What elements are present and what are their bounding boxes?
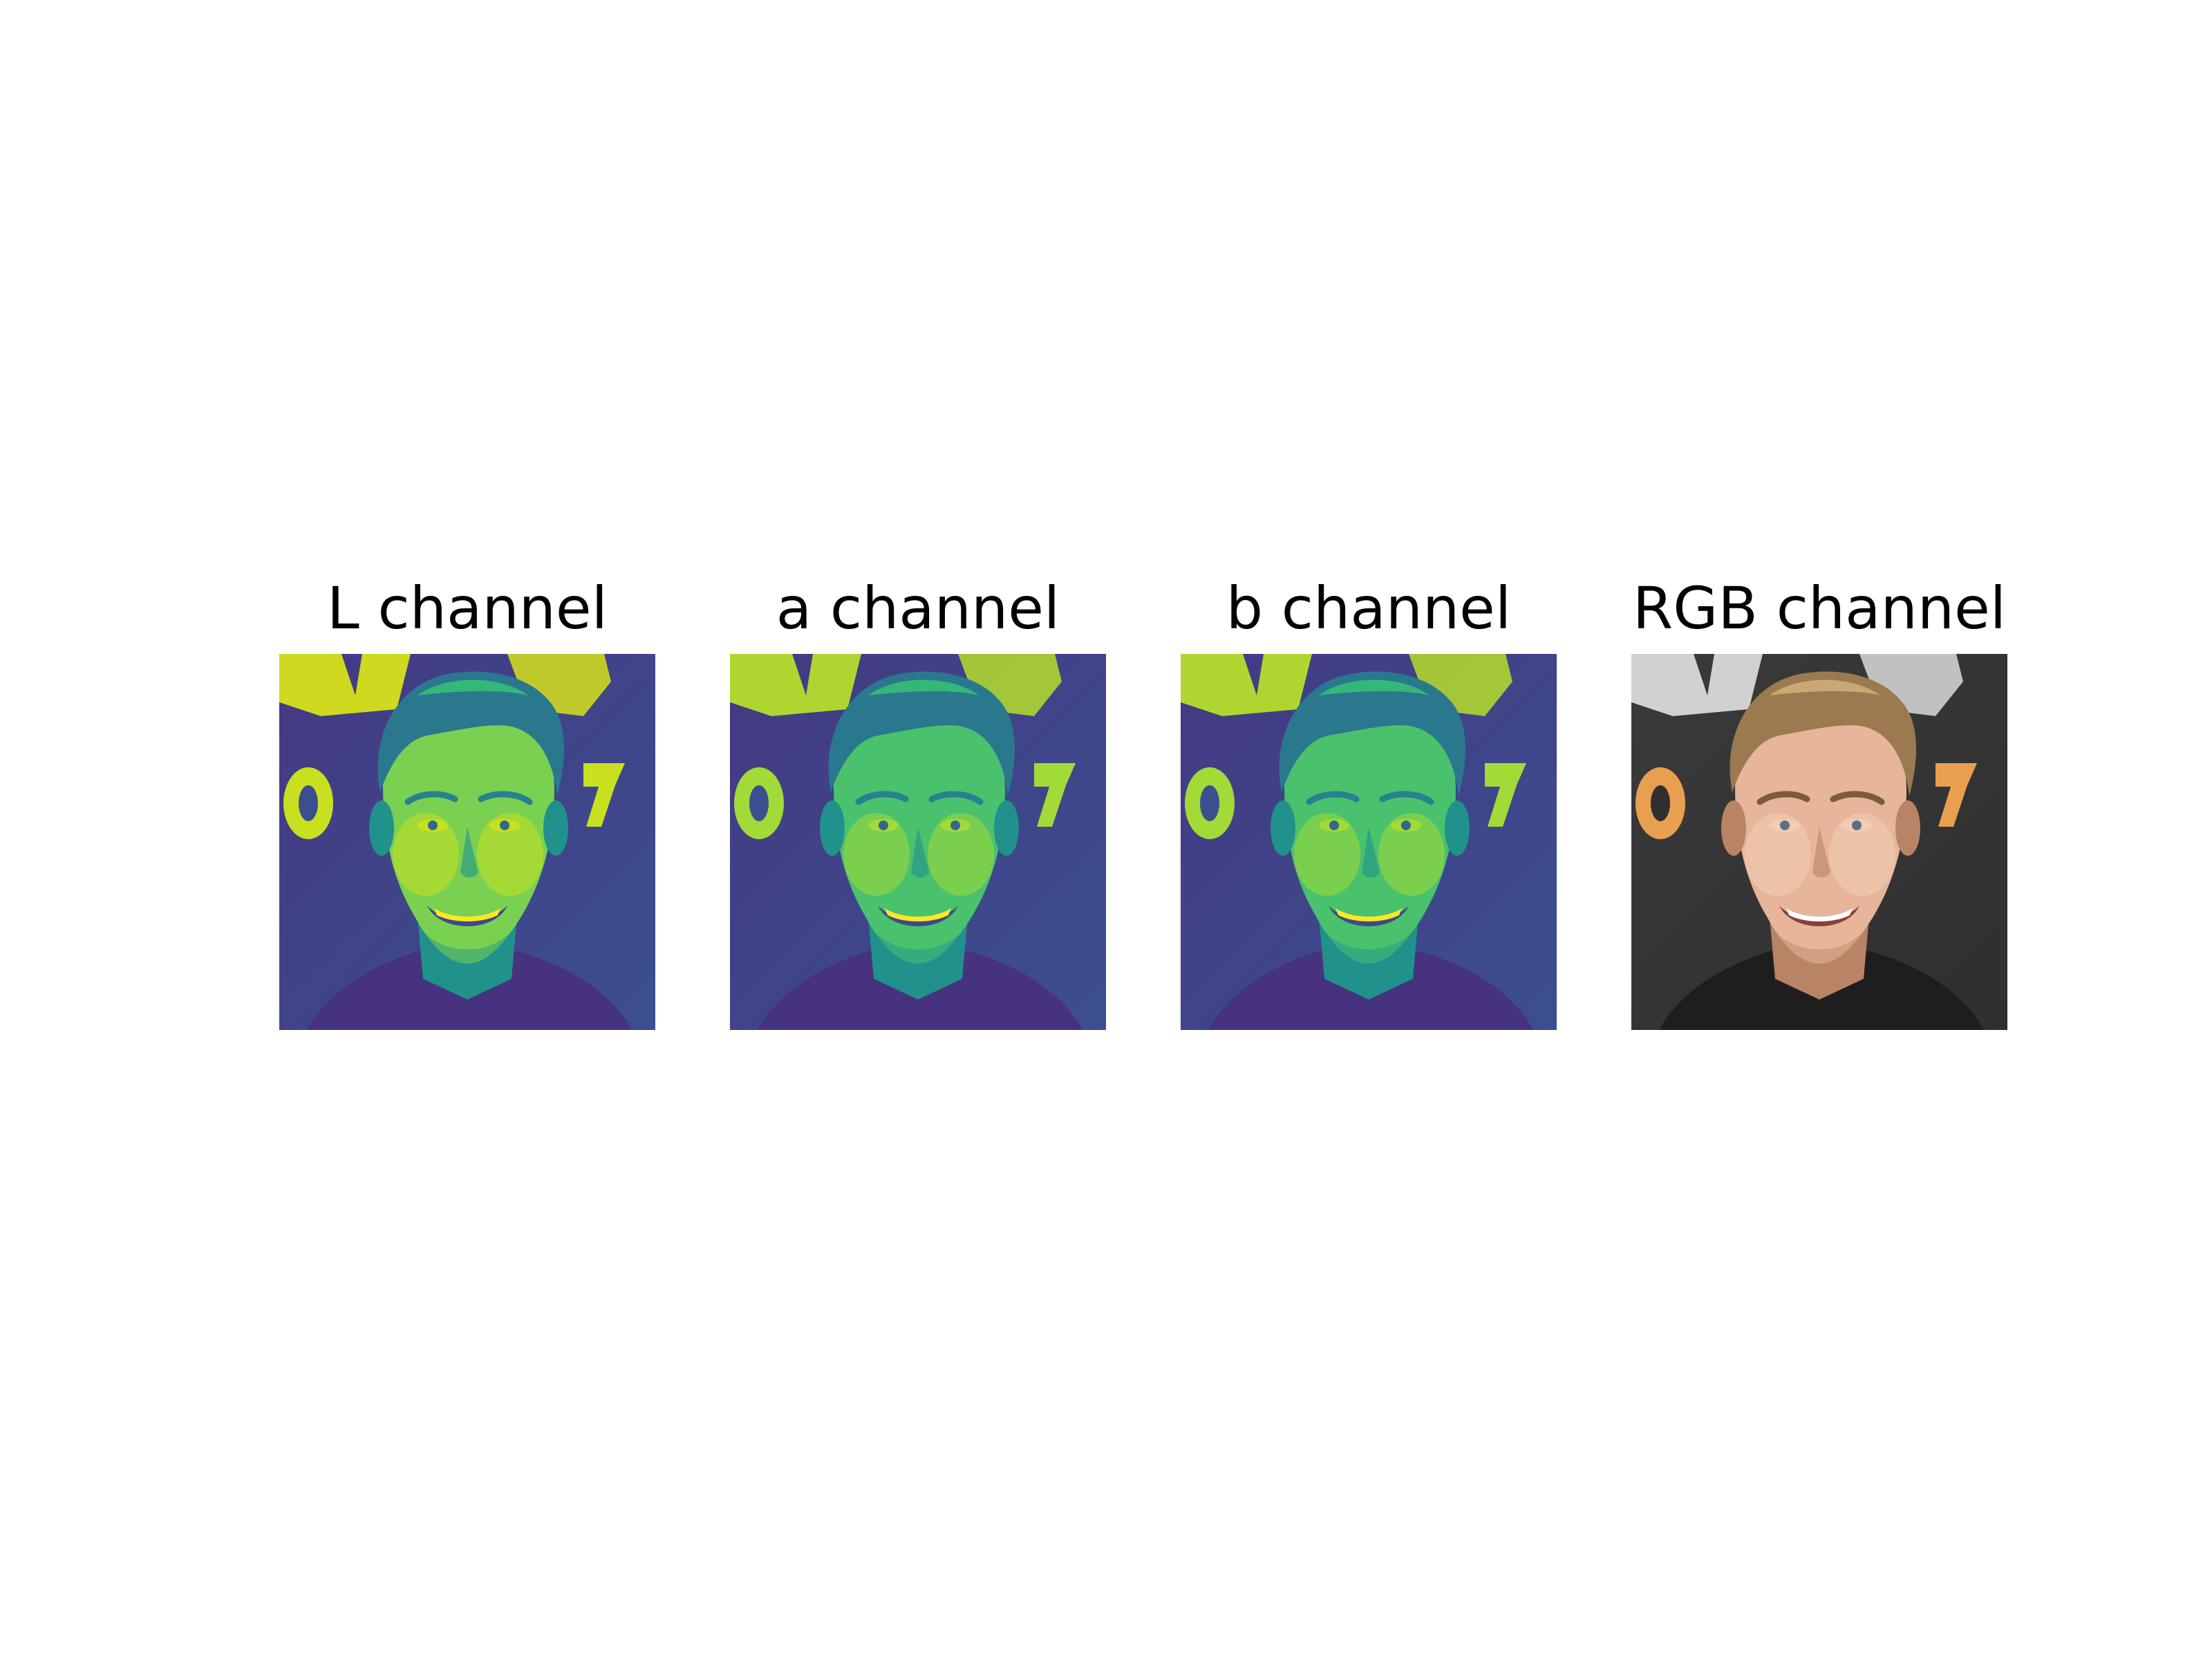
- panel-l-channel: L channel: [279, 574, 655, 1030]
- panel-title: RGB channel: [1632, 574, 2007, 642]
- panel-title: L channel: [327, 574, 608, 642]
- panel-a-channel: a channel: [730, 574, 1106, 1030]
- l-channel-image: [279, 654, 655, 1030]
- a-channel-image: [730, 654, 1106, 1030]
- portrait: [730, 654, 1106, 1030]
- rgb-image: [1631, 654, 2007, 1030]
- portrait: [279, 654, 655, 1030]
- portrait: [1181, 654, 1557, 1030]
- panel-rgb-channel: RGB channel: [1631, 574, 2007, 1030]
- panel-b-channel: b channel: [1181, 574, 1557, 1030]
- panel-title: b channel: [1226, 574, 1512, 642]
- b-channel-image: [1181, 654, 1557, 1030]
- panel-title: a channel: [776, 574, 1060, 642]
- portrait: [1631, 654, 2007, 1030]
